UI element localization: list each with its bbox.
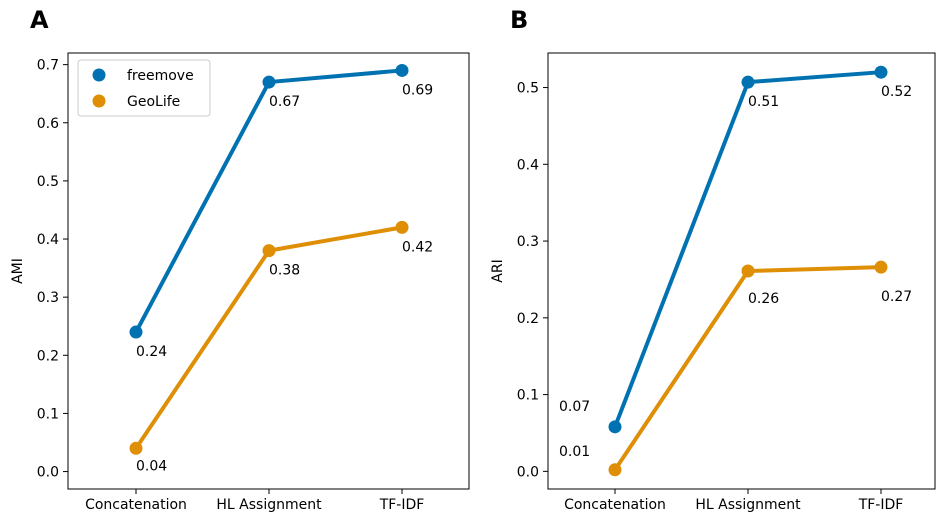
data-point-geolife xyxy=(874,260,888,274)
y-tick-label: 0.3 xyxy=(517,234,539,250)
data-point-freemove xyxy=(395,63,409,77)
data-label: 0.26 xyxy=(748,291,779,307)
y-tick-label: 0.7 xyxy=(37,58,59,74)
data-label: 0.67 xyxy=(269,94,300,110)
data-point-geolife xyxy=(129,441,143,455)
y-tick-label: 0.0 xyxy=(517,464,539,480)
x-tick-label: TF-IDF xyxy=(379,497,425,513)
legend-label: GeoLife xyxy=(127,94,180,110)
y-tick-label: 0.3 xyxy=(37,290,59,306)
data-label: 0.42 xyxy=(402,239,433,255)
y-tick-label: 0.1 xyxy=(37,406,59,422)
y-tick-label: 0.2 xyxy=(517,311,539,327)
panel-b: B 0.0 0.1 0.2 0.3 0.4 0.5 Concatenation HL Assig… xyxy=(490,6,936,513)
legend-marker xyxy=(92,68,106,82)
data-point-freemove xyxy=(129,325,143,339)
data-label: 0.52 xyxy=(881,84,912,100)
legend: freemove GeoLife xyxy=(77,59,211,117)
data-point-freemove xyxy=(741,75,755,89)
legend-box xyxy=(77,59,211,117)
data-label: 0.04 xyxy=(136,458,167,474)
plot-frame xyxy=(547,52,936,490)
y-tick-label: 0.0 xyxy=(37,465,59,481)
data-point-geolife xyxy=(262,244,276,258)
y-tick-label: 0.1 xyxy=(517,388,539,404)
legend-marker xyxy=(92,94,106,108)
data-label: 0.38 xyxy=(269,263,300,279)
data-label: 0.07 xyxy=(559,399,590,415)
data-point-freemove xyxy=(262,75,276,89)
series-line-freemove xyxy=(613,70,883,429)
data-label: 0.69 xyxy=(402,82,433,98)
data-label: 0.24 xyxy=(136,344,167,360)
data-point-freemove xyxy=(874,65,888,79)
panel-label: A xyxy=(30,6,49,34)
legend-label: freemove xyxy=(127,68,194,84)
data-point-freemove xyxy=(608,420,622,434)
data-label: 0.51 xyxy=(748,94,779,110)
data-point-geolife xyxy=(608,463,622,477)
x-tick-label: Concatenation xyxy=(85,497,187,513)
y-tick-label: 0.2 xyxy=(37,348,59,364)
y-tick-label: 0.4 xyxy=(37,232,59,248)
y-axis-label: AMI xyxy=(10,258,26,284)
panel-a: A 0.0 0.1 0.2 0.3 0.4 0.5 0.6 0.7 Concatenation HL… xyxy=(10,6,470,513)
y-axis-label: ARI xyxy=(490,259,506,282)
x-tick-label: Concatenation xyxy=(564,497,666,513)
y-tick-label: 0.5 xyxy=(37,174,59,190)
x-tick-label: HL Assignment xyxy=(695,497,801,513)
data-label: 0.01 xyxy=(559,444,590,460)
panel-label: B xyxy=(510,6,528,34)
data-point-geolife xyxy=(741,264,755,278)
y-tick-label: 0.5 xyxy=(517,81,539,97)
data-label: 0.27 xyxy=(881,289,912,305)
y-tick-label: 0.6 xyxy=(37,116,59,132)
y-tick-label: 0.4 xyxy=(517,157,539,173)
data-point-geolife xyxy=(395,220,409,234)
x-tick-label: TF-IDF xyxy=(858,497,904,513)
x-tick-label: HL Assignment xyxy=(216,497,322,513)
